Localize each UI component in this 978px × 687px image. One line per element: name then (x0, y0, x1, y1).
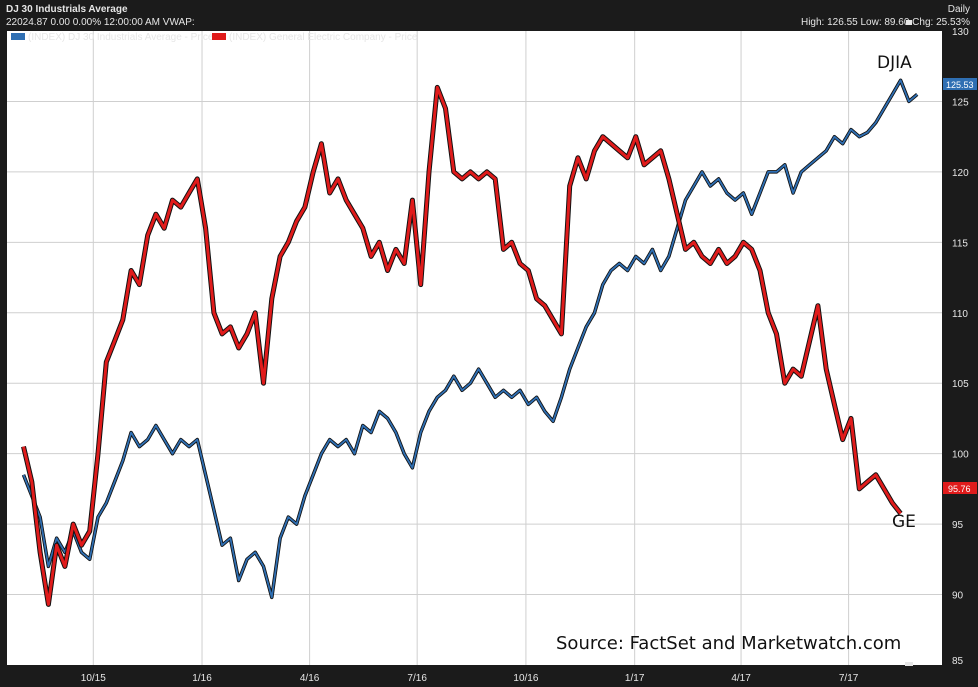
djia-line (22, 79, 918, 599)
x-tick-label: 1/16 (192, 673, 212, 684)
y-tick-label: 90 (952, 591, 964, 602)
period-label[interactable]: Daily (947, 4, 970, 15)
range-stats: High: 126.55 Low: 89.60 Chg: 25.53% (800, 17, 970, 28)
scroll-handle-bottom[interactable] (905, 662, 913, 666)
legend-swatch-djia (11, 33, 25, 40)
x-tick-label: 4/16 (300, 673, 320, 684)
y-tick-label: 120 (952, 168, 969, 179)
chart-title: DJ 30 Industrials Average (6, 4, 128, 15)
header-row-2: 22024.87 0.00 0.00% 12:00:00 AM VWAP: Hi… (4, 16, 974, 29)
ge-annotation: GE (892, 512, 916, 532)
x-tick-label: 10/16 (513, 673, 538, 684)
plot-area (7, 31, 942, 665)
scroll-handle-top[interactable] (906, 20, 912, 25)
legend-label-ge: (INDEX) General Electric Company - Price (229, 32, 418, 43)
y-tick-label: 115 (952, 238, 968, 249)
y-tick-label: 95 (952, 520, 964, 531)
last-value-badge-djia: 125.53 (943, 78, 977, 90)
x-axis: 10/15 1/16 4/16 7/16 10/16 1/17 4/17 7/17 (81, 673, 859, 684)
y-tick-label: 85 (952, 656, 964, 667)
djia-annotation: DJIA (877, 53, 912, 73)
y-tick-label: 105 (952, 379, 969, 390)
y-axis: 85 90 95 100 105 110 115 120 125 130 (952, 27, 969, 667)
series-lines (21, 78, 919, 607)
x-tick-label: 7/17 (839, 673, 859, 684)
y-tick-label: 110 (952, 309, 968, 320)
ge-line (22, 85, 902, 606)
y-tick-label: 125 (952, 97, 969, 108)
badge-bg-djia (943, 78, 977, 90)
legend-swatch-ge (212, 33, 226, 40)
badge-value-djia: 125.53 (946, 80, 974, 90)
x-tick-label: 7/16 (407, 673, 427, 684)
y-tick-label: 100 (952, 450, 969, 461)
badge-value-ge: 95.76 (948, 484, 971, 494)
legend: (INDEX) DJ 30 Industrials Average - Pric… (11, 32, 418, 43)
source-note: Source: FactSet and Marketwatch.com (556, 633, 901, 654)
badge-bg-ge (943, 482, 977, 494)
y-tick-label: 130 (952, 27, 969, 38)
x-tick-label: 4/17 (731, 673, 751, 684)
x-tick-label: 1/17 (625, 673, 645, 684)
legend-label-djia: (INDEX) DJ 30 Industrials Average - Pric… (28, 32, 214, 43)
last-value-badge-ge: 95.76 (943, 482, 977, 494)
x-tick-label: 10/15 (81, 673, 106, 684)
header-row-1: DJ 30 Industrials Average Daily (4, 3, 974, 16)
quote-info: 22024.87 0.00 0.00% 12:00:00 AM VWAP: (6, 17, 195, 28)
